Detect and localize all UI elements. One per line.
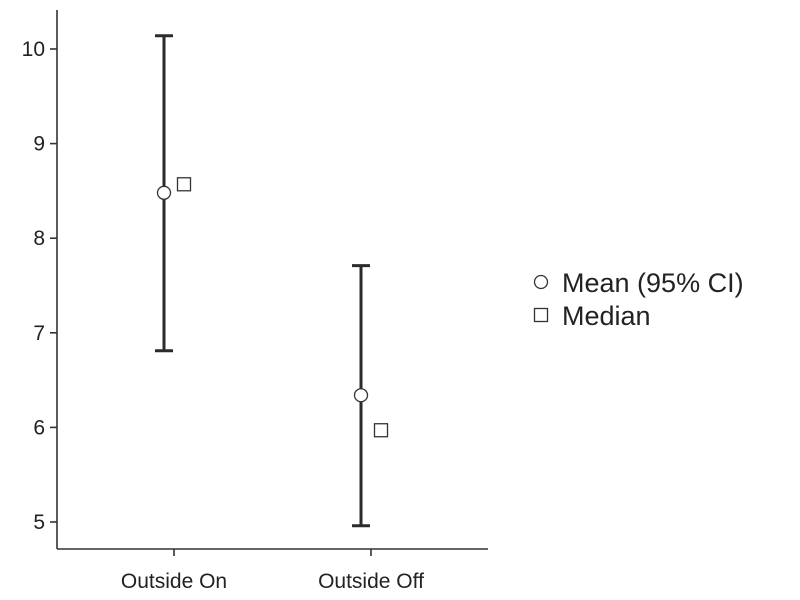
legend-median-label: Median (562, 301, 651, 331)
legend-median-marker (533, 307, 549, 323)
median-point (373, 423, 389, 438)
y-tick-label: 10 (22, 38, 45, 61)
mean-point (156, 185, 172, 200)
y-tick-label: 9 (33, 133, 45, 156)
y-tick-label: 5 (33, 511, 45, 534)
legend-mean-label: Mean (95% CI) (562, 268, 744, 298)
legend-mean-marker (533, 274, 549, 290)
y-tick-label: 8 (33, 227, 45, 250)
median-point (176, 177, 192, 192)
y-tick-label: 6 (33, 416, 45, 439)
x-tick-label: Outside Off (318, 570, 424, 593)
x-tick-label: Outside On (121, 570, 227, 593)
mean-point (353, 388, 369, 403)
y-tick-label: 7 (33, 322, 45, 345)
